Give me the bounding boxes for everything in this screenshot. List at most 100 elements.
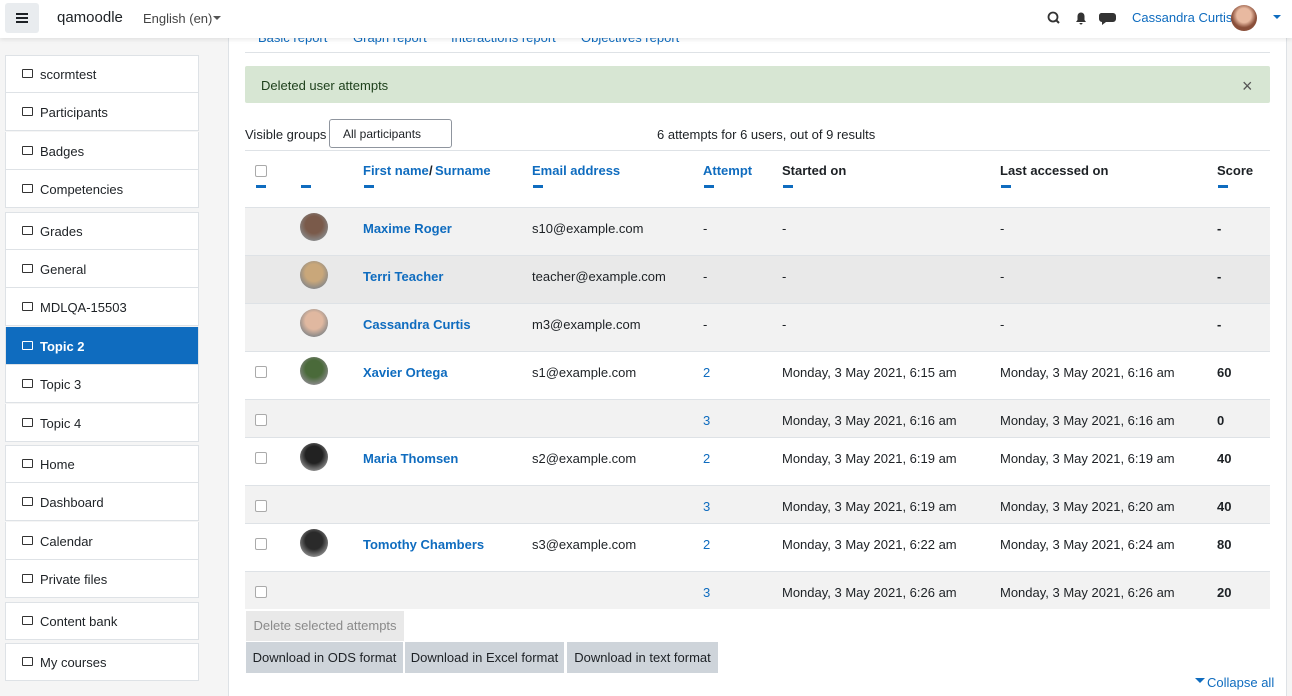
nav-label[interactable]: Badges <box>40 143 85 159</box>
user-name[interactable]: Tomothy Chambers <box>363 537 485 552</box>
nav-label[interactable]: Competencies <box>40 182 124 198</box>
alert-close[interactable]: × <box>1242 76 1253 96</box>
nav-icon <box>22 107 33 117</box>
search-icon[interactable] <box>1047 11 1059 23</box>
nav-icon <box>22 379 33 389</box>
row-checkbox[interactable] <box>255 452 267 464</box>
user-name[interactable]: Xavier Ortega <box>363 365 448 380</box>
nav-item[interactable] <box>5 131 199 170</box>
nav-label[interactable]: Content bank <box>40 613 118 629</box>
nav-label[interactable]: Topic 2 <box>40 338 85 354</box>
nav-item[interactable] <box>5 250 199 288</box>
nav-item[interactable] <box>5 403 199 442</box>
nav-icon <box>22 615 33 625</box>
score: - <box>1217 269 1222 284</box>
nav-item[interactable] <box>5 211 199 250</box>
nav-label[interactable]: Grades <box>40 223 83 239</box>
bell-icon[interactable] <box>1076 12 1086 25</box>
row-checkbox[interactable] <box>255 366 267 378</box>
user-name[interactable]: Maxime Roger <box>363 221 452 236</box>
column-header[interactable]: Email address <box>532 163 621 178</box>
nav-item[interactable] <box>5 483 199 522</box>
nav-icon <box>22 302 33 312</box>
nav-icon <box>22 535 33 545</box>
nav-item[interactable] <box>5 445 199 483</box>
groups-select[interactable] <box>329 119 452 148</box>
column-header[interactable]: Surname <box>435 163 491 178</box>
table-row <box>245 303 1270 351</box>
nav-label[interactable]: My courses <box>40 655 107 670</box>
nav-label[interactable]: Private files <box>40 572 108 588</box>
nav-item[interactable] <box>5 601 199 640</box>
user-name[interactable]: Maria Thomsen <box>363 451 459 466</box>
language-menu[interactable]: English (en) <box>143 11 213 26</box>
nav-label[interactable]: Home <box>40 457 75 472</box>
nav-icon <box>22 225 33 235</box>
column-header[interactable]: Attempt <box>703 163 753 178</box>
nav-label[interactable]: MDLQA-15503 <box>40 300 127 316</box>
nav-label[interactable]: Participants <box>40 105 108 121</box>
hamburger-icon <box>16 13 28 15</box>
nav-icon <box>22 417 33 427</box>
last-accessed: Monday, 3 May 2021, 6:19 am <box>1000 451 1175 466</box>
nav-item[interactable] <box>5 326 199 365</box>
nav-item[interactable] <box>5 170 199 209</box>
collapse-all[interactable]: Collapse all <box>1207 675 1275 690</box>
attempt[interactable]: 3 <box>703 413 711 428</box>
started-on: Monday, 3 May 2021, 6:15 am <box>782 365 957 380</box>
nav-icon <box>22 264 33 273</box>
nav-label[interactable]: scormtest <box>40 67 97 82</box>
table-top-border <box>245 150 1270 151</box>
started-on: - <box>782 221 787 236</box>
avatar <box>300 261 328 289</box>
started-on: Monday, 3 May 2021, 6:26 am <box>782 585 957 600</box>
user-name[interactable]: Cassandra Curtis <box>363 317 471 332</box>
nav-icon <box>22 69 33 78</box>
nav-label[interactable]: Dashboard <box>40 495 104 511</box>
column-header[interactable]: First name <box>363 163 429 178</box>
nav-label[interactable]: Topic 4 <box>40 415 82 431</box>
attempt[interactable]: 3 <box>703 499 711 514</box>
caret <box>213 16 221 24</box>
nav-item[interactable] <box>5 521 199 560</box>
sort-icon <box>783 185 793 188</box>
download-button[interactable]: Download in Excel format <box>405 642 564 673</box>
delete-button[interactable]: Delete selected attempts <box>246 611 404 641</box>
nav-item[interactable] <box>5 365 199 404</box>
brand[interactable]: qamoodle <box>57 9 123 26</box>
email: teacher@example.com <box>532 269 666 284</box>
started-on: Monday, 3 May 2021, 6:19 am <box>782 451 957 466</box>
sort-icon <box>1218 185 1228 188</box>
download-button[interactable]: Download in ODS format <box>246 642 403 673</box>
nav-item[interactable] <box>5 288 199 327</box>
attempt[interactable]: 2 <box>703 451 711 466</box>
user-name[interactable]: Terri Teacher <box>363 269 444 284</box>
row-checkbox[interactable] <box>255 538 267 550</box>
attempt: - <box>703 221 708 236</box>
nav-label[interactable]: Calendar <box>40 533 93 549</box>
user-name[interactable]: Cassandra Curtis <box>1132 10 1233 25</box>
avatar <box>300 443 328 471</box>
nav-label[interactable]: General <box>40 262 87 277</box>
row-checkbox[interactable] <box>255 414 267 426</box>
row-checkbox[interactable] <box>255 586 267 598</box>
nav-item[interactable] <box>5 643 199 681</box>
nav-item[interactable] <box>5 55 199 93</box>
row-checkbox[interactable] <box>255 500 267 512</box>
message-icon[interactable] <box>1098 13 1116 25</box>
attempt[interactable]: 2 <box>703 537 711 552</box>
nav-item[interactable] <box>5 93 199 132</box>
last-accessed: Monday, 3 May 2021, 6:16 am <box>1000 365 1175 380</box>
menu-toggle[interactable] <box>5 3 39 33</box>
download-button[interactable]: Download in text format <box>567 642 718 673</box>
attempt[interactable]: 2 <box>703 365 711 380</box>
sort-icon <box>301 185 311 188</box>
nav-icon <box>22 184 33 194</box>
nav-label[interactable]: Topic 3 <box>40 377 82 393</box>
nav-item[interactable] <box>5 560 199 599</box>
email: m3@example.com <box>532 317 641 332</box>
email: s2@example.com <box>532 451 637 466</box>
user-avatar[interactable] <box>1231 5 1257 31</box>
attempt[interactable]: 3 <box>703 585 711 600</box>
